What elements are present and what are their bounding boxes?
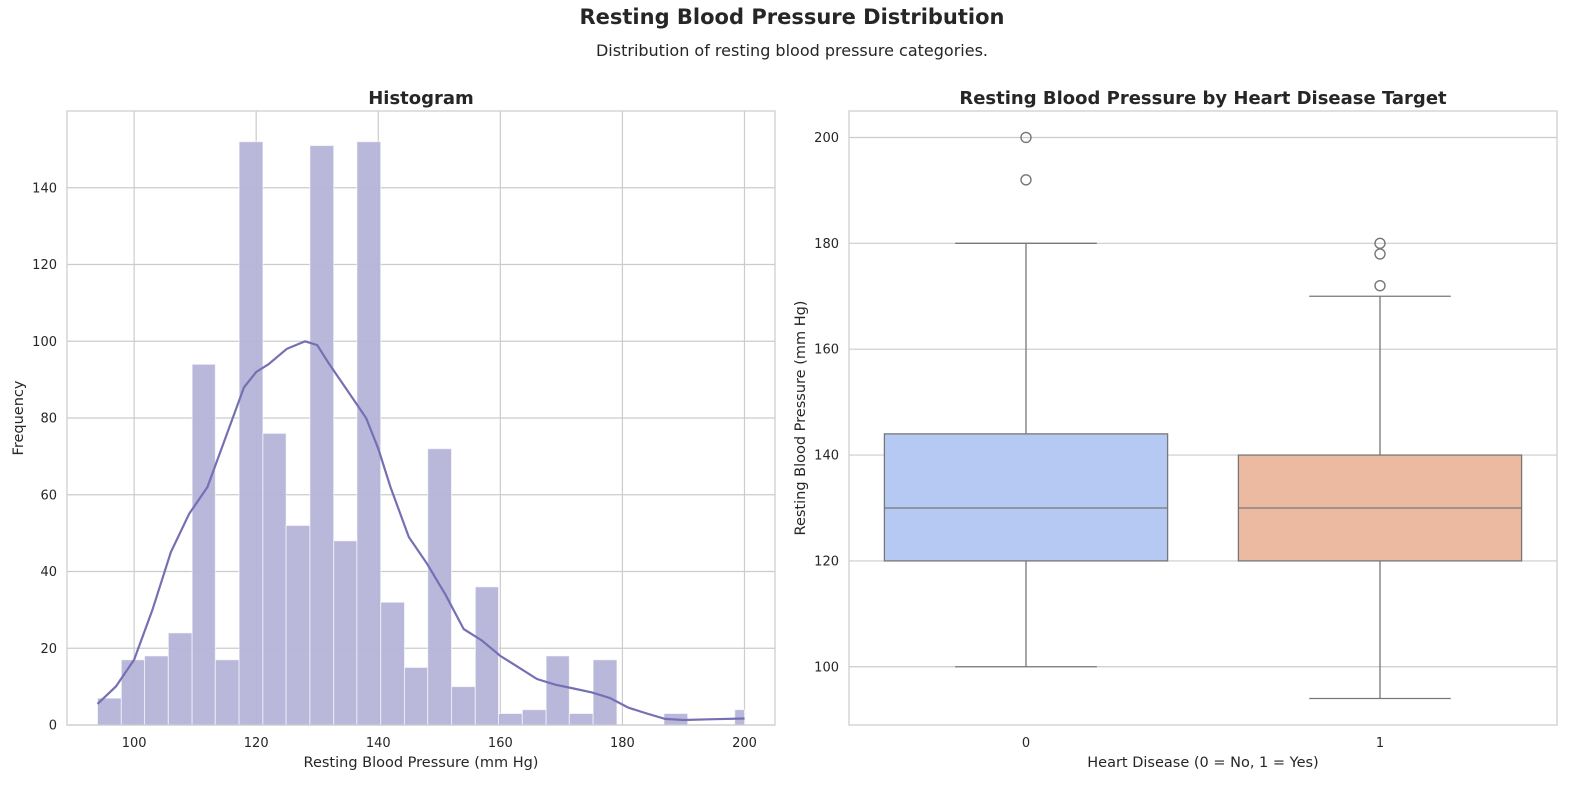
histogram-bar [568,712,594,726]
y-tick-label: 80 [40,412,57,427]
iqr-box [883,433,1169,562]
y-tick-label: 0 [49,719,57,734]
histogram-bar [144,655,169,726]
x-tick-label: 180 [610,736,635,751]
histogram-bar [545,655,570,726]
histogram-bar [214,659,240,726]
histogram-panel: 100 120 140 160 180 200 0 20 40 60 80 100 120 140 Hi… [11,88,776,771]
histogram-bar [262,432,287,726]
y-tick-label: 180 [814,237,839,252]
histogram-bar [285,524,311,726]
boxplot-marks [883,131,1523,700]
box-group-0 [883,131,1169,668]
histogram-bar [238,141,264,726]
y-tick-label: 40 [40,565,57,580]
histogram-title: Histogram [368,88,474,109]
boxplot-y-ticks: 100 120 140 160 180 200 [814,131,839,675]
histogram-bar [333,540,358,726]
x-tick-label: 140 [366,736,391,751]
x-tick-label: 1 [1376,736,1384,751]
boxplot-gridlines [849,136,1557,668]
figure-title: Resting Blood Pressure Distribution [579,5,1005,29]
histogram-bar [309,145,335,726]
x-tick-label: 0 [1022,736,1030,751]
histogram-bar [404,666,429,726]
figure-subtitle: Distribution of resting blood pressure c… [595,41,988,60]
y-tick-label: 120 [814,554,839,569]
boxplot-frame [848,110,1558,726]
y-tick-label: 120 [32,258,57,273]
histogram-bars [97,141,745,726]
histogram-bar [97,697,122,726]
x-tick-label: 120 [244,736,269,751]
y-tick-label: 160 [814,343,839,358]
histogram-bar [734,709,745,726]
histogram-y-ticks: 0 20 40 60 80 100 120 140 [32,181,57,733]
histogram-x-label: Resting Blood Pressure (mm Hg) [304,755,539,771]
y-tick-label: 100 [814,660,839,675]
box-group-1 [1237,237,1523,700]
boxplot-title: Resting Blood Pressure by Heart Disease … [959,88,1447,109]
y-tick-label: 200 [814,131,839,146]
histogram-bar [451,686,476,726]
histogram-frame [66,110,776,726]
histogram-bar [356,141,382,726]
histogram-y-label: Frequency [11,380,27,455]
y-tick-label: 100 [32,335,57,350]
histogram-bar [191,363,216,726]
x-tick-label: 100 [122,736,147,751]
y-tick-label: 20 [40,642,57,657]
histogram-x-ticks: 100 120 140 160 180 200 [122,736,757,751]
boxplot-x-label: Heart Disease (0 = No, 1 = Yes) [1087,755,1318,771]
histogram-bar [592,659,618,726]
histogram-bar [120,659,146,726]
y-tick-label: 140 [32,181,57,196]
outlier-point [1374,237,1386,250]
y-tick-label: 140 [814,449,839,464]
histogram-bar [498,712,523,726]
x-tick-label: 200 [732,736,757,751]
kde-curve [96,340,745,722]
x-tick-label: 160 [488,736,513,751]
outlier-point [1020,174,1032,186]
histogram-bar [521,709,547,726]
outlier-point [1374,279,1386,292]
outlier-point [1374,248,1386,260]
outlier-point [1020,131,1032,144]
boxplot-y-label: Resting Blood Pressure (mm Hg) [793,301,809,536]
histogram-bar [167,632,193,726]
histogram-bar [380,601,406,726]
y-tick-label: 60 [40,488,57,503]
histogram-bar [474,586,500,726]
